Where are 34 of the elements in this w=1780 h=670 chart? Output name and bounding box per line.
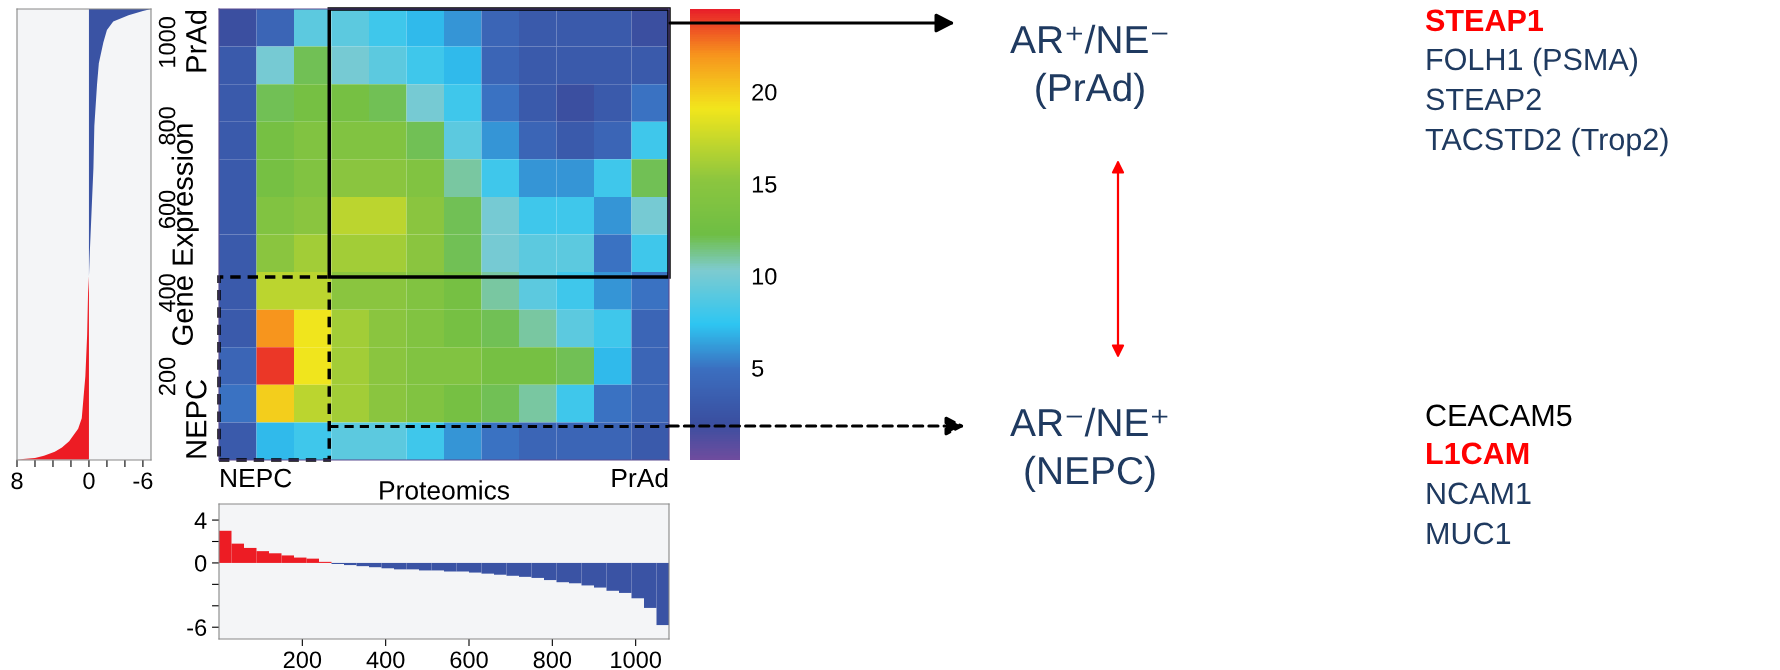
- y-tick-label: 200: [158, 357, 176, 395]
- y-tick-label: 1000: [158, 17, 176, 67]
- color-bar-label: 20: [752, 83, 777, 101]
- color-bar-label: 5: [752, 360, 764, 377]
- text: NEPC: [185, 380, 207, 458]
- text: FOLH1 (PSMA): [1427, 47, 1638, 77]
- text: PrAd: [185, 10, 207, 72]
- x-tick-label: 200: [283, 651, 322, 669]
- y-tick-label: 4: [194, 512, 207, 529]
- text: STEAP2: [1426, 88, 1541, 111]
- text: NEPC: [221, 468, 292, 488]
- y-tick-label: 0: [194, 555, 207, 572]
- text: NCAM1: [1427, 482, 1531, 505]
- x-tick-label: 600: [450, 651, 488, 669]
- text: AR⁻/NE⁺: [1010, 407, 1168, 437]
- text: TACSTD2 (Trop2): [1425, 127, 1668, 157]
- text: MUC1: [1427, 522, 1511, 545]
- x-tick-label: 400: [366, 651, 405, 669]
- text: (PrAd): [1036, 72, 1144, 110]
- text: AR⁺/NE⁻: [1010, 24, 1168, 54]
- text: L1CAM: [1427, 442, 1529, 465]
- x-tick-label: -6: [133, 472, 153, 490]
- y-tick-label: -6: [187, 619, 207, 636]
- color-bar-label: 10: [752, 267, 777, 285]
- text: (NEPC): [1025, 455, 1155, 493]
- text: STEAP1: [1425, 9, 1544, 32]
- color-bar-label: 15: [752, 176, 777, 193]
- x-tick-label: 0: [83, 472, 95, 490]
- text: CEACAM5: [1426, 404, 1572, 427]
- text: PrAd: [612, 468, 668, 488]
- x-tick-label: 8: [11, 472, 23, 490]
- x-axis-title: Proteomics: [380, 480, 510, 500]
- x-tick-label: 800: [533, 651, 572, 669]
- x-tick-label: 1000: [611, 651, 662, 669]
